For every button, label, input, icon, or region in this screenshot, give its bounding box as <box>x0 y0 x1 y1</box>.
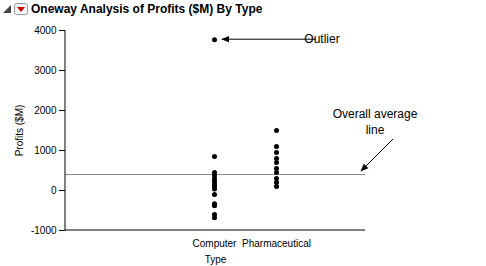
svg-text:Profits ($M): Profits ($M) <box>14 105 25 157</box>
svg-text:Pharmaceutical: Pharmaceutical <box>242 238 311 249</box>
svg-text:2000: 2000 <box>34 105 57 116</box>
html-text:Oneway Analysis of Profits ($M: Oneway Analysis of Profits ($M) By Type <box>31 2 263 16</box>
svg-text:Overall averageline: Overall averageline <box>333 107 418 137</box>
svg-text:-1000: -1000 <box>31 225 57 236</box>
svg-text:Type: Type <box>205 254 227 265</box>
svg-text:3000: 3000 <box>34 65 57 76</box>
svg-text:1000: 1000 <box>34 145 57 156</box>
svg-text:4000: 4000 <box>34 25 57 36</box>
svg-text:Outlier: Outlier <box>304 32 339 46</box>
svg-text:0: 0 <box>51 185 57 196</box>
svg-text:Computer: Computer <box>193 238 238 249</box>
